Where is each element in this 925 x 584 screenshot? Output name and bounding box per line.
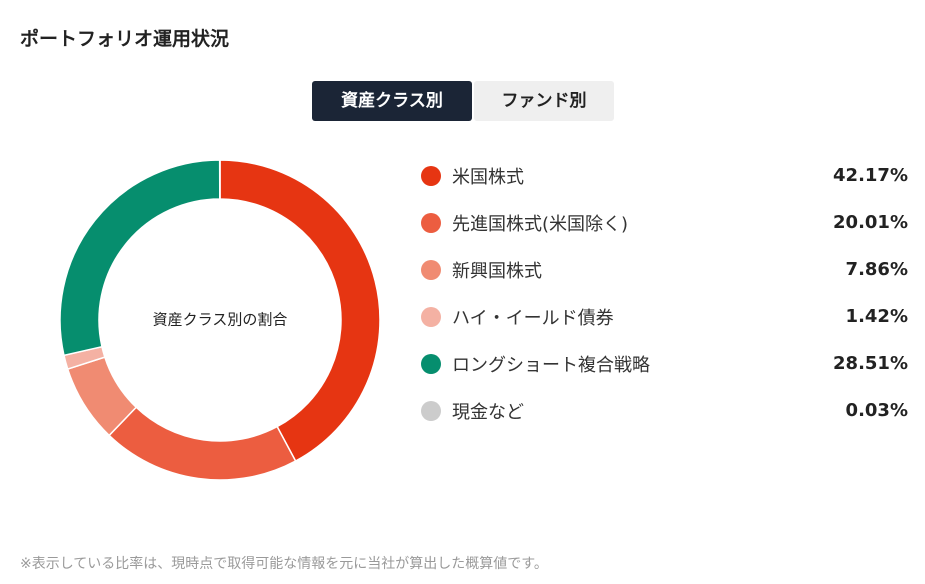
view-tabs: 資産クラス別 ファンド別 <box>312 81 614 121</box>
tab-fund[interactable]: ファンド別 <box>474 81 614 121</box>
legend-dot-icon <box>421 353 441 374</box>
legend-item-high-yield-bond: ハイ・イールド債券 1.42% <box>420 293 908 340</box>
tab-asset-class[interactable]: 資産クラス別 <box>312 81 472 121</box>
legend-dot-icon <box>421 165 441 186</box>
legend-label: 現金など <box>452 401 524 423</box>
legend-label: ハイ・イールド債券 <box>452 307 614 329</box>
donut-chart: 資産クラス別の割合 <box>59 159 381 481</box>
donut-slice-1 <box>108 406 297 481</box>
donut-slice-0 <box>219 159 381 463</box>
donut-slices <box>59 159 381 481</box>
legend-value: 0.03% <box>845 400 908 421</box>
legend-item-long-short: ロングショート複合戦略 28.51% <box>420 340 908 387</box>
legend-value: 20.01% <box>833 212 908 233</box>
legend-label: 先進国株式(米国除く) <box>452 213 629 235</box>
legend-value: 28.51% <box>833 353 908 374</box>
legend-label: ロングショート複合戦略 <box>452 354 650 376</box>
legend-label: 新興国株式 <box>452 260 542 282</box>
legend-value: 7.86% <box>845 259 908 280</box>
legend-item-emerging-equity: 新興国株式 7.86% <box>420 246 908 293</box>
legend-item-cash: 現金など 0.03% <box>420 387 908 434</box>
legend-label: 米国株式 <box>452 166 524 188</box>
legend-dot-icon <box>421 259 441 280</box>
footnote: ※表示している比率は、現時点で取得可能な情報を元に当社が算出した概算値です。 <box>20 556 548 572</box>
legend-dot-icon <box>421 400 441 421</box>
legend: 米国株式 42.17% 先進国株式(米国除く) 20.01% 新興国株式 7.8… <box>420 152 908 434</box>
legend-value: 1.42% <box>845 306 908 327</box>
legend-dot-icon <box>421 306 441 327</box>
legend-item-us-equity: 米国株式 42.17% <box>420 152 908 199</box>
legend-item-developed-equity: 先進国株式(米国除く) 20.01% <box>420 199 908 246</box>
donut-center-label: 資産クラス別の割合 <box>153 311 288 329</box>
page-title: ポートフォリオ運用状況 <box>20 28 230 50</box>
legend-dot-icon <box>421 212 441 233</box>
legend-value: 42.17% <box>833 165 908 186</box>
